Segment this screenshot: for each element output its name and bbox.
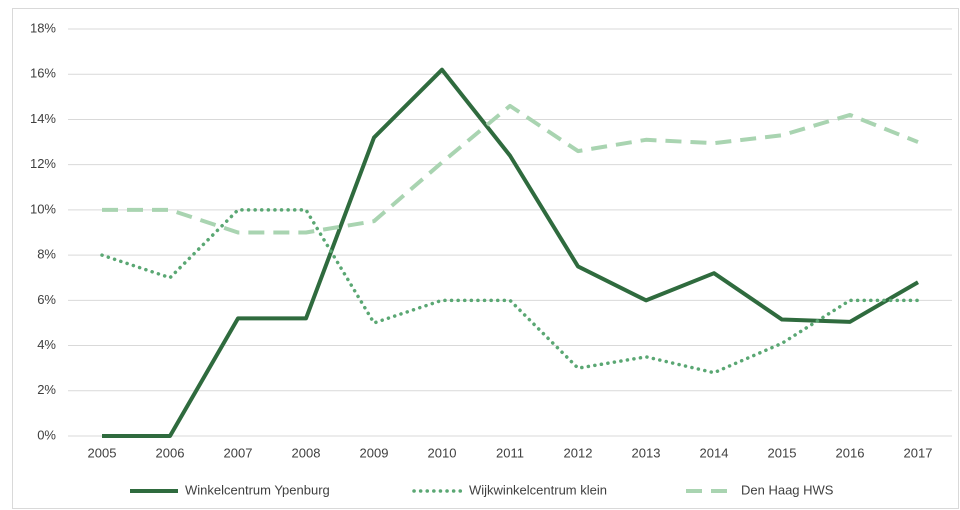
y-tick-label: 10% — [30, 201, 56, 216]
y-tick-label: 0% — [37, 427, 56, 442]
x-tick-label: 2013 — [632, 445, 661, 460]
x-tick-label: 2010 — [428, 445, 457, 460]
series-line — [102, 67, 920, 438]
x-tick-label: 2016 — [836, 445, 865, 460]
y-tick-label: 2% — [37, 382, 56, 397]
y-tick-label: 18% — [30, 20, 56, 35]
series-line — [100, 208, 920, 375]
y-tick-label: 12% — [30, 156, 56, 171]
x-tick-label: 2011 — [496, 445, 524, 460]
x-tick-label: 2008 — [292, 445, 321, 460]
legend-label: Winkelcentrum Ypenburg — [185, 482, 330, 497]
y-tick-label: 4% — [37, 337, 56, 352]
x-tick-label: 2005 — [88, 445, 117, 460]
series-line — [102, 103, 919, 235]
x-tick-label: 2009 — [360, 445, 389, 460]
legend-label: Den Haag HWS — [741, 482, 834, 497]
x-tick-label: 2007 — [224, 445, 253, 460]
legend-label: Wijkwinkelcentrum klein — [469, 482, 607, 497]
y-tick-label: 8% — [37, 247, 56, 262]
x-tick-label: 2012 — [564, 445, 593, 460]
y-tick-label: 16% — [30, 66, 56, 81]
y-tick-label: 14% — [30, 111, 56, 126]
chart-frame — [12, 8, 959, 509]
y-tick-label: 6% — [37, 292, 56, 307]
x-tick-label: 2006 — [156, 445, 185, 460]
x-tick-label: 2014 — [700, 445, 729, 460]
x-tick-label: 2017 — [904, 445, 933, 460]
x-tick-label: 2015 — [768, 445, 797, 460]
